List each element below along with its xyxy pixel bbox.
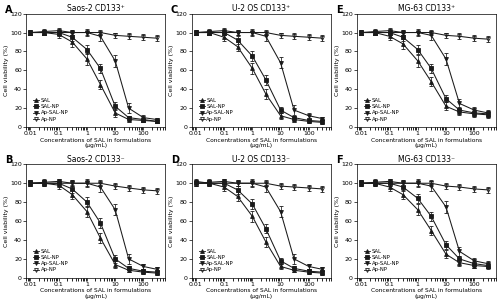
X-axis label: Concentrations of SAL in formulations
(μg/mL): Concentrations of SAL in formulations (μ… bbox=[40, 288, 152, 299]
Text: B: B bbox=[5, 155, 12, 165]
Title: U-2 OS CD133⁺: U-2 OS CD133⁺ bbox=[232, 4, 290, 13]
Title: Saos-2 CD133⁻: Saos-2 CD133⁻ bbox=[67, 155, 124, 164]
Y-axis label: Cell viability (%): Cell viability (%) bbox=[334, 195, 340, 247]
Legend: SAL, SAL-NP, Ap-SAL-NP, Ap-NP: SAL, SAL-NP, Ap-SAL-NP, Ap-NP bbox=[197, 96, 235, 123]
Text: E: E bbox=[336, 5, 342, 15]
Legend: SAL, SAL-NP, Ap-SAL-NP, Ap-NP: SAL, SAL-NP, Ap-SAL-NP, Ap-NP bbox=[32, 247, 70, 274]
Legend: SAL, SAL-NP, Ap-SAL-NP, Ap-NP: SAL, SAL-NP, Ap-SAL-NP, Ap-NP bbox=[32, 96, 70, 123]
X-axis label: Concentrations of SAL in formulations
(μg/mL): Concentrations of SAL in formulations (μ… bbox=[371, 138, 482, 148]
X-axis label: Concentrations of SAL in formulations
(μg/mL): Concentrations of SAL in formulations (μ… bbox=[206, 288, 316, 299]
Title: MG-63 CD133⁺: MG-63 CD133⁺ bbox=[398, 4, 455, 13]
X-axis label: Concentrations of SAL in formulations
(μg/mL): Concentrations of SAL in formulations (μ… bbox=[371, 288, 482, 299]
Y-axis label: Cell viability (%): Cell viability (%) bbox=[334, 45, 340, 96]
Legend: SAL, SAL-NP, Ap-SAL-NP, Ap-NP: SAL, SAL-NP, Ap-SAL-NP, Ap-NP bbox=[197, 247, 235, 274]
Y-axis label: Cell viability (%): Cell viability (%) bbox=[169, 45, 174, 96]
Legend: SAL, SAL-NP, Ap-SAL-NP, Ap-NP: SAL, SAL-NP, Ap-SAL-NP, Ap-NP bbox=[362, 96, 401, 123]
Y-axis label: Cell viability (%): Cell viability (%) bbox=[4, 195, 9, 247]
Y-axis label: Cell viability (%): Cell viability (%) bbox=[169, 195, 174, 247]
Y-axis label: Cell viability (%): Cell viability (%) bbox=[4, 45, 9, 96]
Text: C: C bbox=[170, 5, 178, 15]
Title: Saos-2 CD133⁺: Saos-2 CD133⁺ bbox=[67, 4, 124, 13]
Legend: SAL, SAL-NP, Ap-SAL-NP, Ap-NP: SAL, SAL-NP, Ap-SAL-NP, Ap-NP bbox=[362, 247, 401, 274]
Text: A: A bbox=[5, 5, 12, 15]
X-axis label: Concentrations of SAL in formulations
(μg/mL): Concentrations of SAL in formulations (μ… bbox=[206, 138, 316, 148]
Text: D: D bbox=[170, 155, 178, 165]
Title: U-2 OS CD133⁻: U-2 OS CD133⁻ bbox=[232, 155, 290, 164]
Title: MG-63 CD133⁻: MG-63 CD133⁻ bbox=[398, 155, 455, 164]
Text: F: F bbox=[336, 155, 342, 165]
X-axis label: Concentrations of SAL in formulations
(μg/mL): Concentrations of SAL in formulations (μ… bbox=[40, 138, 152, 148]
